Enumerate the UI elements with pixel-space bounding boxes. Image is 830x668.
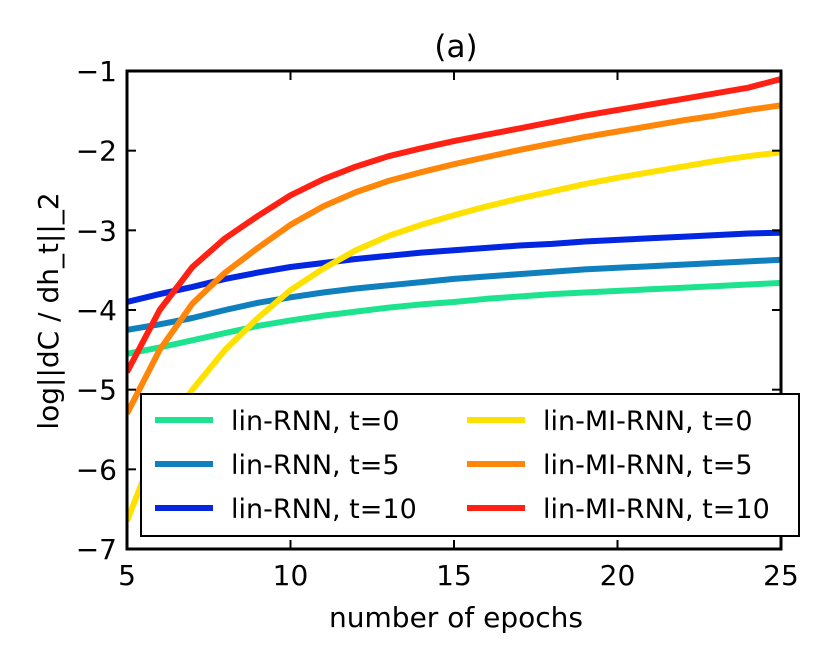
series-layer (127, 76, 781, 523)
y-tick-label: −7 (76, 533, 117, 566)
axes-layer: 5 10 15 20 25 −7 −6 −5 −4 −3 −2 −1 (76, 55, 799, 592)
legend-label: lin-RNN, t=5 (231, 450, 400, 481)
y-tick-label: −6 (76, 453, 117, 486)
series-line-2 (127, 229, 781, 305)
series-lines (127, 76, 781, 523)
x-tick-label: 15 (436, 559, 472, 592)
series-line-4 (127, 102, 781, 415)
series-line-3 (127, 149, 781, 523)
chart-title: (a) (434, 29, 477, 65)
y-tick-label: −2 (76, 135, 117, 168)
series-line-5 (127, 76, 781, 374)
legend-label: lin-RNN, t=10 (231, 494, 417, 525)
x-tick-label: 10 (273, 559, 309, 592)
legend-label: lin-MI-RNN, t=5 (543, 450, 753, 481)
series-line-0 (127, 279, 781, 357)
y-tick-label: −1 (76, 55, 117, 88)
x-tick-label: 5 (118, 559, 136, 592)
y-tick-label: −3 (76, 214, 117, 247)
legend-label: lin-MI-RNN, t=0 (543, 406, 753, 437)
y-axis-label: log||dC / dh_t||_2 (32, 192, 65, 429)
y-tick-label: −5 (76, 374, 117, 407)
x-axis-label: number of epochs (329, 601, 583, 634)
legend-label: lin-MI-RNN, t=10 (543, 494, 770, 525)
y-tick-label: −4 (76, 294, 117, 327)
legend-label: lin-RNN, t=0 (231, 406, 400, 437)
x-tick-label: 20 (600, 559, 636, 592)
series-line-1 (127, 256, 781, 333)
plot-frame (125, 69, 783, 551)
legend: lin-RNN, t=0 lin-RNN, t=5 lin-RNN, t=10 lin… (140, 393, 800, 537)
x-tick-label: 25 (763, 559, 799, 592)
